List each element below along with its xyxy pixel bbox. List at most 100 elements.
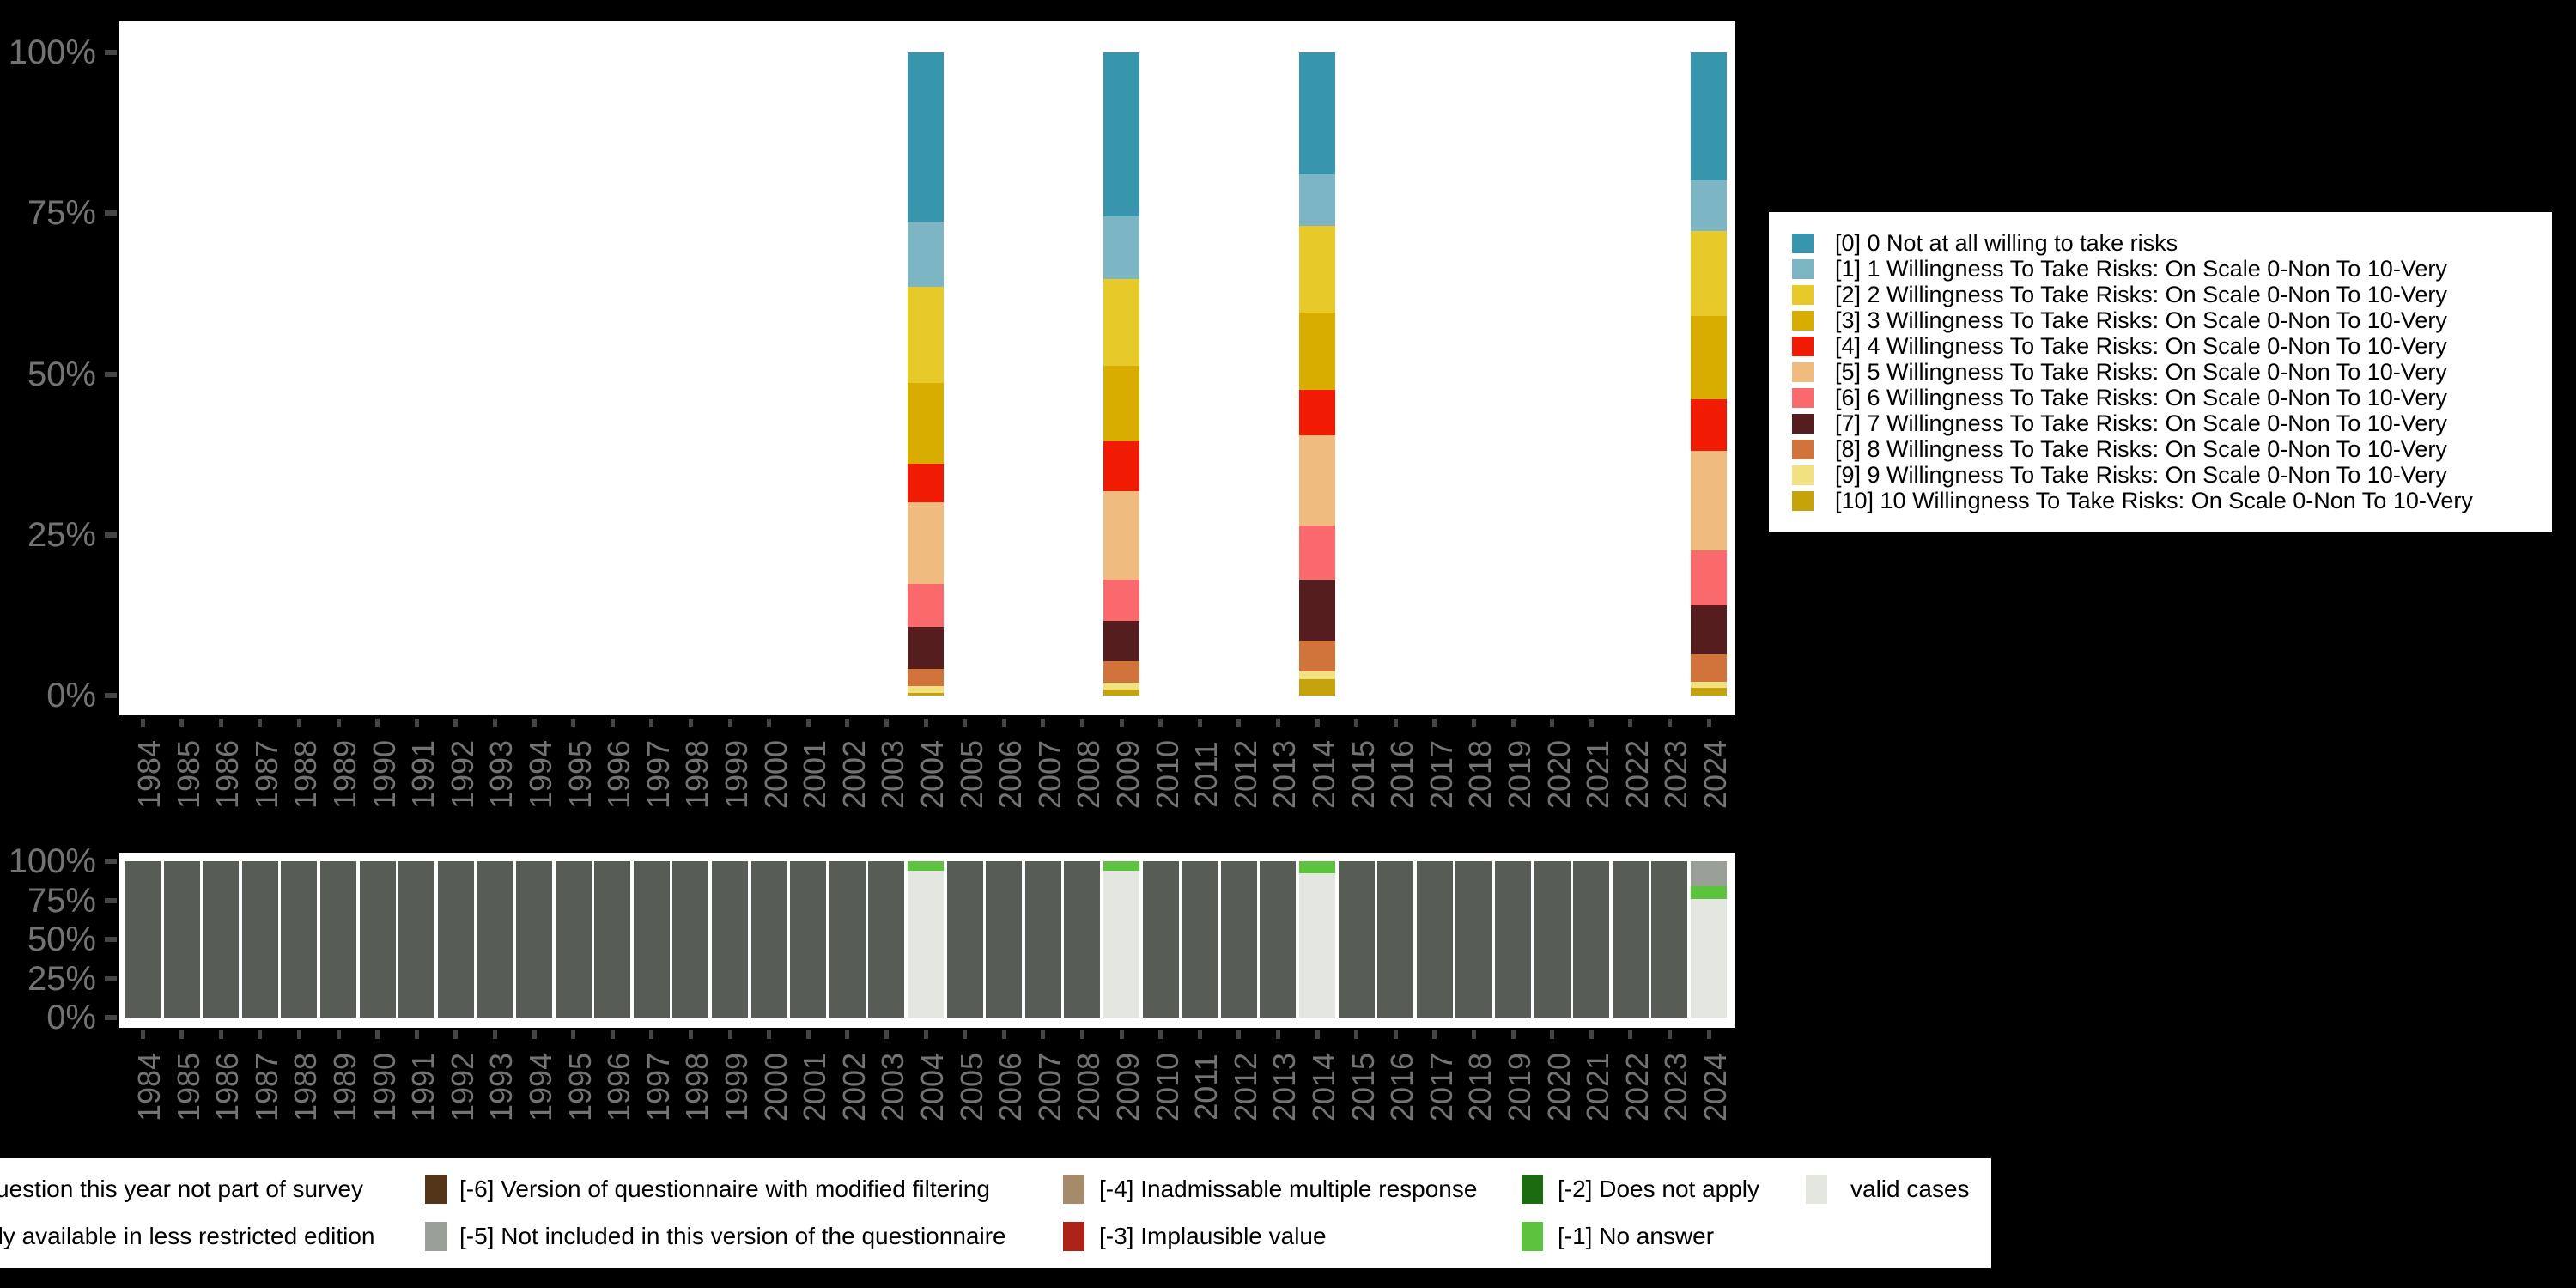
- bar-2014-segment-cat-0: [1299, 52, 1335, 174]
- x-tick-label-2011: 2011: [1188, 741, 1224, 808]
- x-tick-label-2005: 2005: [953, 739, 989, 810]
- legend-item-cat-9: [9] 9 Willingness To Take Risks: On Scal…: [1792, 462, 2447, 488]
- missing-bar-2010-segment-cat--8: [1142, 861, 1179, 1018]
- bar-2014-segment-cat-10: [1299, 679, 1335, 696]
- legend-item-cat-5: [5] 5 Willingness To Take Risks: On Scal…: [1792, 359, 2447, 385]
- x-tick-label-2013: 2013: [1267, 739, 1303, 810]
- x-axis-tick: [1706, 1030, 1711, 1039]
- x-axis-tick: [1471, 1030, 1476, 1039]
- x-axis-tick: [336, 1030, 341, 1039]
- x-axis-tick: [218, 719, 223, 727]
- x-axis-tick: [1550, 1030, 1555, 1039]
- y-axis-tick: [105, 897, 117, 903]
- missing-bar-1999-segment-cat--8: [712, 861, 748, 1018]
- missing-values-legend: [-8] Question this year not part of surv…: [0, 1158, 1991, 1268]
- x-tick-label-1986: 1986: [210, 739, 246, 810]
- bar-2024-segment-cat-5: [1691, 451, 1727, 550]
- x-tick-label-2024: 2024: [1698, 1052, 1733, 1122]
- missing-bar-2020-segment-cat--8: [1534, 861, 1571, 1018]
- x-axis-tick: [1354, 719, 1359, 727]
- missing-legend-label-cat--6: [-6] Version of questionnaire with modif…: [459, 1176, 990, 1202]
- x-tick-label-2018: 2018: [1462, 1052, 1498, 1122]
- x-axis-tick: [649, 719, 654, 727]
- x-tick-label-2002: 2002: [835, 739, 872, 810]
- bar-2004-segment-cat-3: [908, 383, 944, 464]
- x-axis-tick: [453, 1030, 459, 1039]
- x-axis-tick: [1393, 719, 1398, 727]
- x-tick-label-2010: 2010: [1149, 739, 1185, 810]
- response-legend: [0] 0 Not at all willing to take risks [1…: [1769, 212, 2552, 532]
- x-tick-label-2006: 2006: [993, 1052, 1029, 1122]
- x-axis-tick: [1275, 719, 1280, 727]
- missing-bar-1998-segment-cat--8: [672, 861, 709, 1018]
- missing-bar-2024-segment-cat--5: [1691, 861, 1727, 886]
- legend-label-cat-6: [6] 6 Willingness To Take Risks: On Scal…: [1835, 384, 2447, 410]
- x-axis-tick: [845, 719, 850, 727]
- x-axis-tick: [727, 719, 732, 727]
- legend-label-cat-8: [8] 8 Willingness To Take Risks: On Scal…: [1835, 435, 2447, 462]
- x-tick-label-2003: 2003: [875, 739, 911, 810]
- bar-2014-segment-cat-9: [1299, 671, 1335, 679]
- x-axis-tick: [963, 719, 968, 727]
- x-axis-tick: [414, 1030, 419, 1039]
- missing-legend-swatch-cat--3: [1063, 1222, 1084, 1251]
- x-tick-label-1984: 1984: [131, 739, 167, 810]
- x-tick-label-2004: 2004: [914, 1052, 950, 1122]
- x-tick-label-1995: 1995: [562, 739, 598, 810]
- x-tick-label-2013: 2013: [1267, 1052, 1303, 1122]
- missing-bar-2015-segment-cat--8: [1338, 861, 1375, 1018]
- x-axis-tick: [1706, 719, 1711, 727]
- x-tick-label-1988: 1988: [288, 1052, 324, 1122]
- legend-item-cat-7: [7] 7 Willingness To Take Risks: On Scal…: [1792, 410, 2447, 436]
- bar-2014-segment-cat-8: [1299, 641, 1335, 671]
- missing-bar-2014-segment-cat-valid: [1299, 873, 1335, 1018]
- bar-2004-segment-cat-0: [908, 52, 944, 222]
- missing-bar-1989-segment-cat--8: [320, 861, 356, 1018]
- x-tick-label-2018: 2018: [1462, 739, 1498, 810]
- missing-bar-1995-segment-cat--8: [555, 861, 592, 1018]
- x-axis-tick: [375, 719, 380, 727]
- legend-label-cat-1: [1] 1 Willingness To Take Risks: On Scal…: [1835, 255, 2447, 282]
- missing-bar-2007-segment-cat--8: [1024, 861, 1061, 1018]
- x-axis-tick: [1079, 1030, 1084, 1039]
- x-tick-label-1997: 1997: [640, 739, 676, 810]
- x-tick-label-1999: 1999: [719, 1052, 754, 1122]
- missing-bar-1988-segment-cat--8: [281, 861, 318, 1018]
- x-tick-label-2017: 2017: [1423, 739, 1459, 810]
- missing-bar-1994-segment-cat--8: [516, 861, 552, 1018]
- missing-bar-2004-segment-cat-valid: [908, 871, 944, 1018]
- legend-label-cat-5: [5] 5 Willingness To Take Risks: On Scal…: [1835, 358, 2447, 385]
- missing-legend-swatch-cat-valid: [1806, 1175, 1827, 1204]
- x-tick-label-2008: 2008: [1071, 739, 1107, 810]
- legend-swatch-cat-2: [1792, 284, 1814, 305]
- missing-bar-2021-segment-cat--8: [1573, 861, 1610, 1018]
- y-axis-label: 50%: [27, 920, 96, 958]
- x-axis-tick: [1158, 1030, 1163, 1039]
- x-axis-tick: [1041, 1030, 1046, 1039]
- y-axis-label: 0%: [46, 677, 96, 714]
- missing-legend-label-cat--3: [-3] Implausible value: [1099, 1223, 1327, 1249]
- y-axis-tick: [105, 859, 117, 864]
- x-tick-label-2014: 2014: [1306, 739, 1341, 810]
- x-axis-tick: [296, 719, 301, 727]
- x-tick-label-2012: 2012: [1227, 1052, 1263, 1122]
- bar-2004-segment-cat-7: [908, 627, 944, 669]
- x-tick-label-2012: 2012: [1227, 739, 1263, 810]
- missing-legend-swatch-cat--6: [425, 1175, 447, 1204]
- x-tick-label-1994: 1994: [523, 739, 558, 810]
- missing-bar-1993-segment-cat--8: [477, 861, 513, 1018]
- bar-2024-segment-cat-0: [1691, 52, 1727, 180]
- bar-2004-segment-cat-4: [908, 464, 944, 502]
- x-axis-tick: [805, 1030, 811, 1039]
- legend-label-cat-10: [10] 10 Willingness To Take Risks: On Sc…: [1835, 487, 2473, 513]
- bar-2024-segment-cat-3: [1691, 316, 1727, 399]
- x-axis-tick: [140, 1030, 145, 1039]
- x-tick-label-2014: 2014: [1306, 1052, 1341, 1122]
- x-tick-label-1995: 1995: [562, 1052, 598, 1122]
- x-axis-tick: [1471, 719, 1476, 727]
- x-tick-label-2023: 2023: [1658, 1052, 1694, 1122]
- x-tick-label-1993: 1993: [483, 1052, 519, 1122]
- x-tick-label-1989: 1989: [327, 1052, 362, 1122]
- bar-2014-segment-cat-7: [1299, 580, 1335, 641]
- missing-bar-1985-segment-cat--8: [163, 861, 200, 1018]
